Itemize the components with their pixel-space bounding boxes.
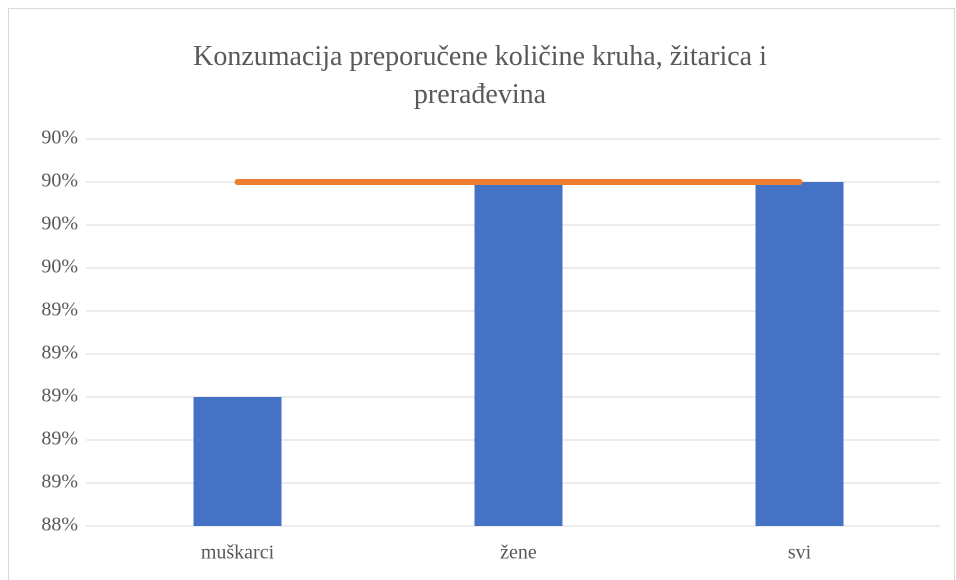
y-tick-label: 90% xyxy=(41,256,78,278)
x-tick-label: muškarci xyxy=(201,542,275,564)
y-tick-label: 88% xyxy=(41,514,78,536)
y-tick-label: 89% xyxy=(41,385,78,407)
bar xyxy=(193,397,282,526)
chart-title: Konzumacija preporučene količine kruha, … xyxy=(193,41,767,110)
y-tick-label: 89% xyxy=(41,471,78,493)
y-tick-label: 89% xyxy=(41,299,78,321)
chart-frame xyxy=(8,8,955,580)
y-tick-label: 90% xyxy=(41,127,78,149)
x-tick-label: svi xyxy=(788,542,812,564)
x-tick-label: žene xyxy=(500,542,537,564)
y-tick-label: 89% xyxy=(41,342,78,364)
bar xyxy=(474,182,563,526)
y-tick-label: 89% xyxy=(41,428,78,450)
bar xyxy=(755,182,844,526)
y-tick-label: 90% xyxy=(41,213,78,235)
y-tick-label: 90% xyxy=(41,170,78,192)
